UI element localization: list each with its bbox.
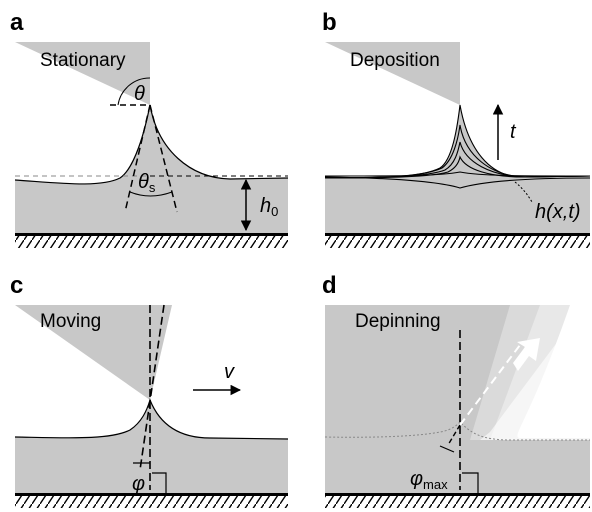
figure: a Stationary θ θs h0 b Deposition t h(x,… — [0, 0, 592, 512]
symbol-part: max — [423, 477, 448, 492]
panel-title: Stationary — [40, 50, 126, 71]
panel-b: b Deposition t h(x,t) — [322, 9, 590, 248]
panel-label: a — [10, 9, 24, 36]
panel-label: d — [322, 272, 337, 299]
panel-a: a Stationary θ θs h0 — [10, 9, 288, 248]
panel-title: Deposition — [350, 50, 440, 71]
symbol: θ — [134, 83, 145, 105]
panel-label: b — [322, 9, 337, 36]
panel-label: c — [10, 272, 23, 299]
symbol-part: h — [260, 195, 271, 217]
panel-title: Moving — [40, 311, 101, 332]
panel-title: Depinning — [355, 311, 441, 332]
symbol: t — [510, 121, 517, 143]
symbol-part: 0 — [271, 204, 278, 219]
symbol-part: s — [149, 180, 156, 195]
symbol-part: φ — [410, 468, 423, 490]
panel-d: d Depinning φmax — [322, 272, 590, 508]
symbol: h(x,t) — [535, 201, 581, 223]
symbol: v — [224, 361, 235, 383]
panel-c: c Moving v φ — [10, 272, 288, 508]
symbol-part: θ — [138, 171, 149, 193]
symbol: φ — [132, 473, 145, 495]
